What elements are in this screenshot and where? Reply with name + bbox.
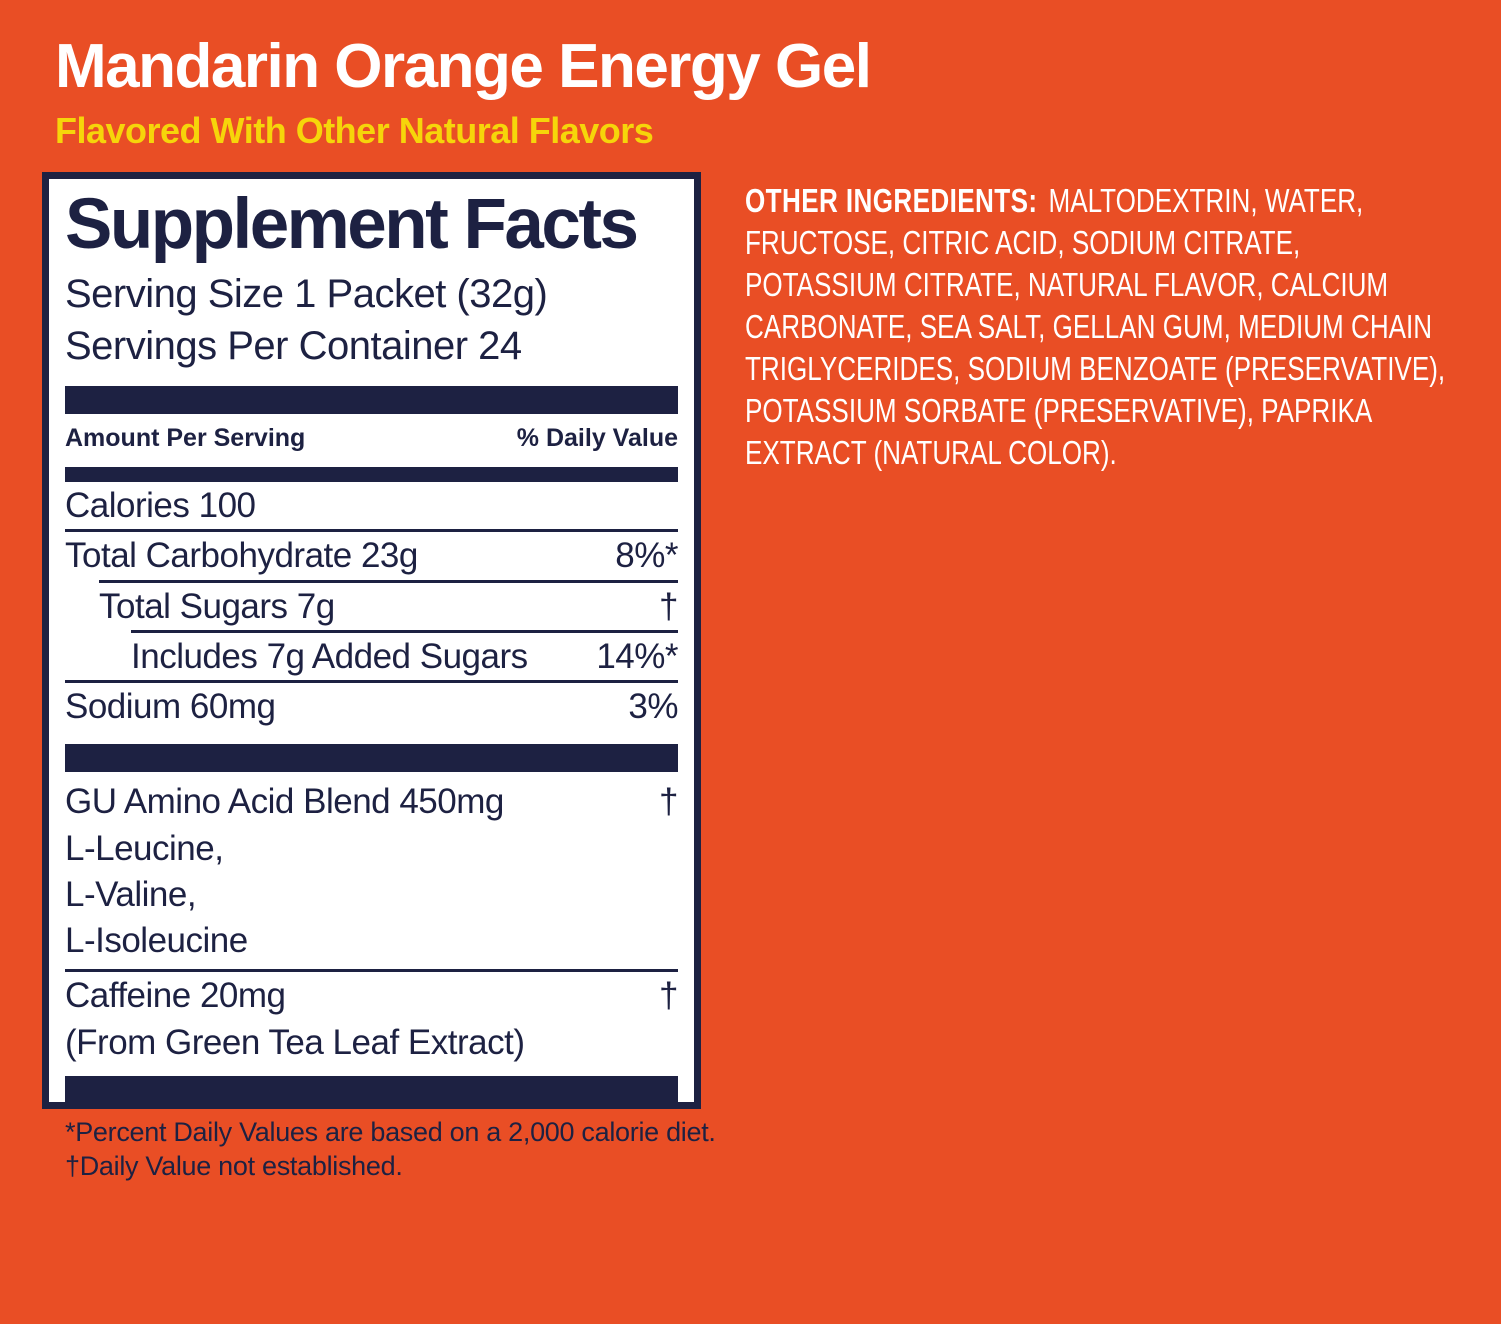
row-total-sugars: Total Sugars 7g † (65, 583, 678, 630)
supplement-facts-panel: Supplement Facts Serving Size 1 Packet (… (42, 172, 716, 1181)
rule-after-added-sugars (65, 680, 678, 683)
footnote-dagger: †Daily Value not established. (65, 1150, 403, 1181)
serving-info: Serving Size 1 Packet (32g) Servings Per… (65, 268, 678, 372)
product-header: Mandarin Orange Energy Gel Flavored With… (55, 32, 872, 152)
row-amino-blend: GU Amino Acid Blend 450mg † (65, 778, 678, 825)
divider-bar-bottom (65, 1075, 678, 1102)
servings-per-container: Servings Per Container 24 (65, 324, 522, 368)
nutrient-name: Caffeine 20mg (65, 976, 286, 1016)
divider-bar-header (65, 467, 678, 482)
nutrient-value: † (659, 976, 678, 1016)
row-calories: Calories 100 (65, 482, 678, 529)
product-subtitle: Flavored With Other Natural Flavors (55, 110, 654, 151)
row-caffeine: Caffeine 20mg † (65, 972, 678, 1019)
nutrient-name: Includes 7g Added Sugars (131, 636, 528, 676)
rule-after-carbohydrate (99, 579, 678, 583)
divider-bar-top (65, 386, 678, 414)
row-sodium: Sodium 60mg 3% (65, 683, 678, 730)
nutrient-name: Total Carbohydrate 23g (65, 536, 418, 576)
other-ingredients: OTHER INGREDIENTS: MALTODEXTRIN, WATER, F… (745, 180, 1450, 474)
other-ingredients-label: OTHER INGREDIENTS: (745, 182, 1038, 219)
nutrient-name: Sodium 60mg (65, 687, 276, 726)
column-header-amount: Amount Per Serving (65, 424, 306, 452)
column-header-daily-value: % Daily Value (516, 424, 678, 452)
supplement-facts-title: Supplement Facts (65, 185, 639, 264)
nutrient-value: 8%* (615, 536, 678, 576)
row-l-isoleucine: L-Isoleucine (65, 921, 248, 960)
rule-after-amino (65, 969, 678, 973)
row-l-leucine: L-Leucine, (65, 828, 224, 868)
nutrient-value: 14%* (596, 636, 678, 676)
row-l-valine: L-Valine, (65, 874, 197, 914)
nutrient-value: † (659, 782, 678, 822)
serving-size: Serving Size 1 Packet (32g) (65, 272, 548, 316)
nutrient-name: Calories 100 (65, 486, 256, 525)
divider-bar-middle (65, 744, 678, 773)
footnotes: *Percent Daily Values are based on a 2,0… (65, 1116, 716, 1184)
rule-after-total-sugars (131, 629, 678, 633)
rule-after-calories (65, 529, 678, 533)
nutrient-value: † (659, 586, 678, 626)
row-added-sugars: Includes 7g Added Sugars 14%* (65, 633, 678, 680)
product-title: Mandarin Orange Energy Gel (55, 32, 872, 101)
nutrient-name: Total Sugars 7g (99, 586, 335, 626)
row-total-carbohydrate: Total Carbohydrate 23g 8%* (65, 532, 678, 579)
nutrient-value: 3% (628, 687, 678, 726)
row-caffeine-source: (From Green Tea Leaf Extract) (65, 1022, 525, 1062)
footnote-daily-values: *Percent Daily Values are based on a 2,0… (65, 1116, 716, 1147)
column-header-row: Amount Per Serving % Daily Value (65, 414, 678, 465)
nutrient-name: GU Amino Acid Blend 450mg (65, 782, 504, 822)
other-ingredients-text: MALTODEXTRIN, WATER, FRUCTOSE, CITRIC AC… (745, 182, 1446, 471)
